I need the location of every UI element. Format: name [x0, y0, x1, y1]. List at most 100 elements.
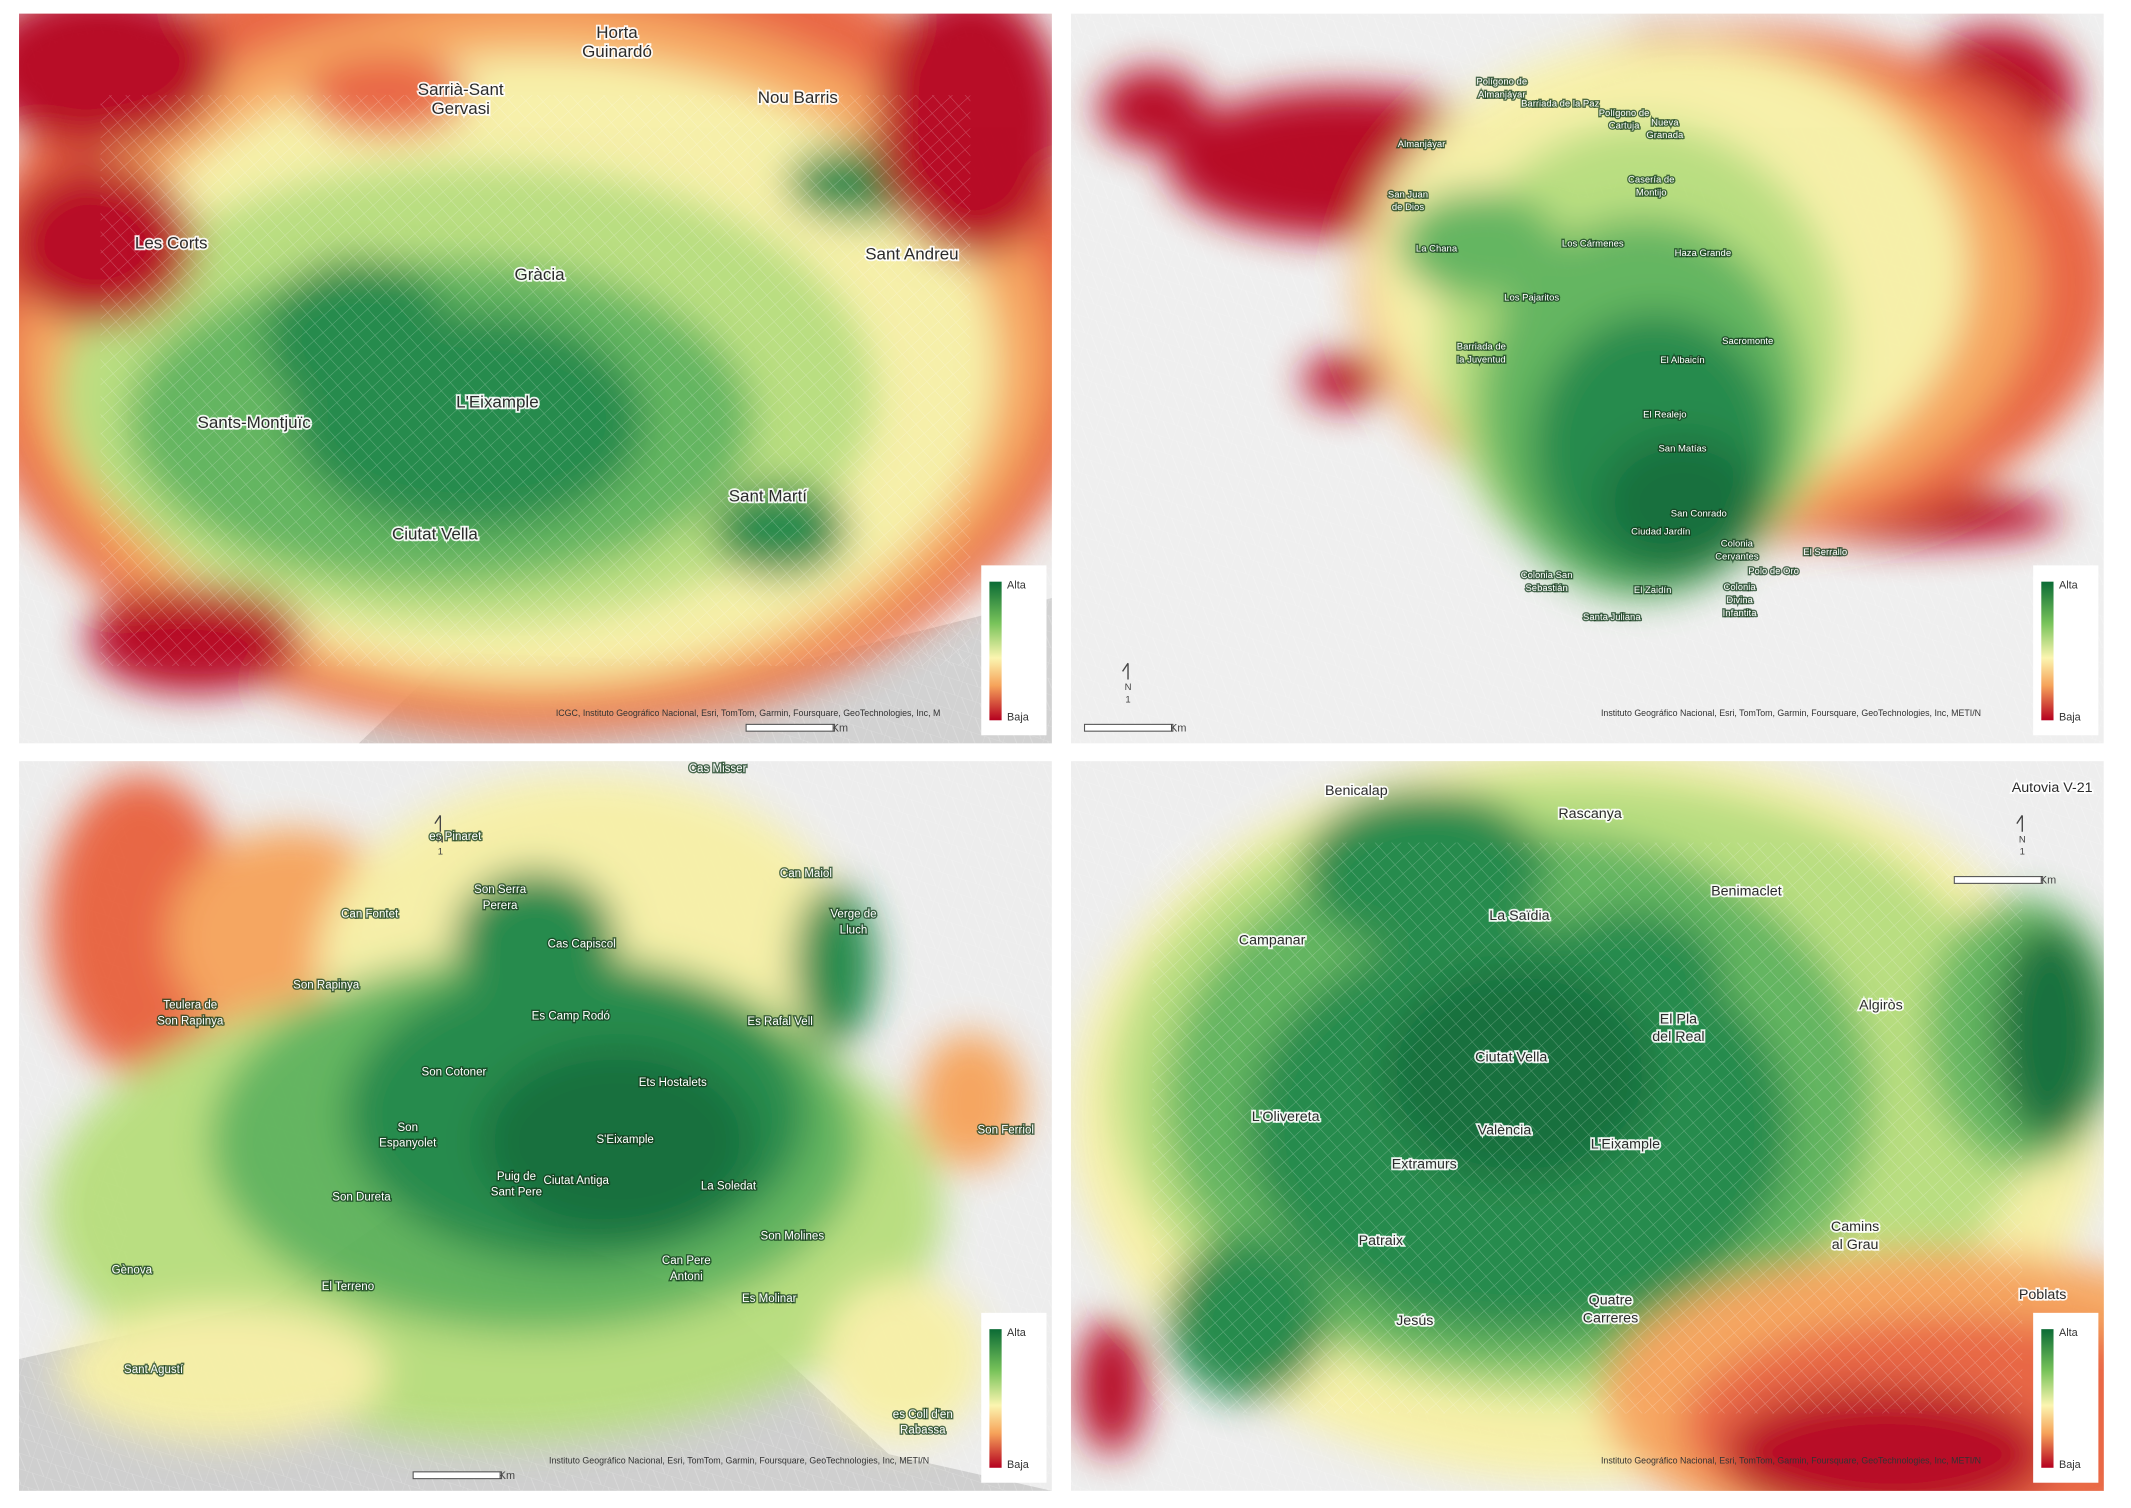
street-grid [1152, 842, 2023, 1414]
label-line: Espanyolet [379, 1138, 437, 1150]
place-label: La Saïdia [1489, 908, 1549, 924]
place-label: Autovia V-21 [2012, 780, 2093, 796]
heat-layer [46, 774, 1025, 1441]
legend: Alta Baja [2033, 1312, 2099, 1483]
legend: Alta Baja [981, 565, 1047, 736]
place-label: Son Ferriol [977, 1125, 1033, 1137]
place-label: Poblats [2019, 1287, 2067, 1303]
label-line: Polígono de [1599, 107, 1650, 118]
label-line: Puig de [497, 1171, 536, 1183]
label-line: Campanar [1239, 932, 1306, 948]
place-label: Los Cármenes [1562, 238, 1624, 249]
heat-zone [916, 1032, 1025, 1169]
north-label: N [437, 834, 444, 845]
place-label: Son Serra Perera [474, 884, 527, 912]
north-arrow [434, 815, 442, 832]
label-line: Poblats [2019, 1287, 2067, 1303]
place-label: Puig de Sant Pere [491, 1171, 542, 1199]
place-label: Los Pajaritos [1504, 292, 1559, 303]
place-label: Benicalap [1325, 783, 1388, 799]
label-line: Can Fontet [341, 909, 399, 921]
map-content: Cas Misser es Pinaret Son Serra Perera Can M… [19, 761, 1052, 1491]
scale-bar [412, 1471, 503, 1480]
legend-high: Alta [1007, 1327, 1027, 1339]
place-label: Campanar [1239, 932, 1306, 948]
place-label: Gènova [112, 1265, 153, 1277]
north-label: N [2019, 834, 2026, 845]
place-label: El Serrallo [1803, 546, 1847, 557]
label-line: San Conrado [1671, 508, 1727, 519]
place-label: Ciutat Vella [1475, 1049, 1547, 1065]
label-line: es Pinaret [429, 831, 482, 843]
place-label: es Coll d'en Rabassa [893, 1409, 953, 1437]
place-label: Patraix [1359, 1233, 1403, 1249]
place-label: Quatre Carreres [1583, 1292, 1639, 1326]
north-arrow [2016, 815, 2023, 832]
label-line: de Dios [1392, 202, 1424, 213]
place-label: Almanjáyar [1398, 139, 1446, 150]
place-label: Can Fontet [341, 909, 399, 921]
label-line: Son Cotoner [422, 1066, 487, 1078]
place-label: Es Molinar [742, 1293, 797, 1305]
place-label: Barriada de la Paz [1521, 98, 1599, 109]
label-line: Es Rafal Vell [747, 1016, 812, 1028]
north-number: 1 [2020, 847, 2025, 858]
scale-unit: Km [2040, 875, 2056, 887]
place-label: Son Molines [761, 1231, 825, 1243]
place-label: Colonia Cervantes [1715, 538, 1759, 562]
scale-bar [745, 723, 836, 732]
legend-ramp [2041, 581, 2054, 721]
place-label: L'Eixample [456, 393, 538, 412]
legend-ramp [989, 581, 1002, 721]
place-label: Ciudad Jardín [1631, 526, 1690, 537]
label-line: Son Ferriol [977, 1125, 1033, 1137]
label-line: San Matías [1658, 443, 1706, 454]
place-label: Can Maiol [780, 868, 832, 880]
label-line: Sant Andreu [865, 245, 958, 264]
label-line: Infantita [1723, 607, 1758, 618]
heat-zone [1077, 1318, 1146, 1455]
label-line: Sant Pere [491, 1187, 542, 1199]
place-label: Camins al Grau [1831, 1219, 1879, 1253]
legend: Alta Baja [2033, 565, 2099, 736]
place-label: Extramurs [1392, 1156, 1457, 1172]
label-line: Almanjáyar [1398, 139, 1446, 150]
label-line: Nou Barris [758, 89, 838, 108]
label-line: Cervantes [1715, 551, 1759, 562]
label-line: Almanjáyar [1478, 89, 1526, 100]
label-line: Les Corts [135, 234, 208, 253]
label-line: Patraix [1359, 1233, 1403, 1249]
place-label: Ciutat Vella [392, 525, 478, 544]
place-label: Sants-Montjuïc [198, 414, 312, 433]
label-line: Son [397, 1122, 418, 1134]
label-line: El Albaicín [1660, 355, 1704, 366]
label-line: Son Rapinya [157, 1015, 224, 1027]
label-line: Los Cármenes [1562, 238, 1624, 249]
label-line: Sarrià-Sant [418, 81, 504, 100]
label-line: Es Camp Rodó [532, 1011, 610, 1023]
label-line: Benicalap [1325, 783, 1388, 799]
label-line: Sant Martí [729, 487, 808, 506]
place-label: San Matías [1658, 443, 1706, 454]
place-label: San Conrado [1671, 508, 1727, 519]
legend-low: Baja [1007, 711, 1030, 723]
label-line: Lluch [840, 924, 868, 936]
place-label: Polo de Oro [1748, 565, 1799, 576]
label-line: Divina [1726, 595, 1753, 606]
street-grid [100, 95, 971, 666]
label-line: la Juventud [1457, 354, 1506, 365]
label-line: Haza Grande [1675, 247, 1732, 258]
label-line: Perera [483, 900, 518, 912]
label-line: Jesús [1396, 1313, 1433, 1329]
label-line: Horta [596, 23, 638, 42]
label-line: Gervasi [431, 100, 489, 119]
label-line: La Soledat [701, 1180, 757, 1192]
label-line: Montijo [1636, 187, 1667, 198]
map-content: Horta Guinardó Sarrià-Sant Gervasi Nou Barri… [19, 13, 1052, 744]
label-line: La Saïdia [1489, 908, 1549, 924]
label-line: Ciutat Antiga [544, 1175, 610, 1187]
label-line: El Realejo [1643, 409, 1686, 420]
label-line: Granada [1646, 130, 1684, 141]
legend: Alta Baja [981, 1312, 1047, 1483]
